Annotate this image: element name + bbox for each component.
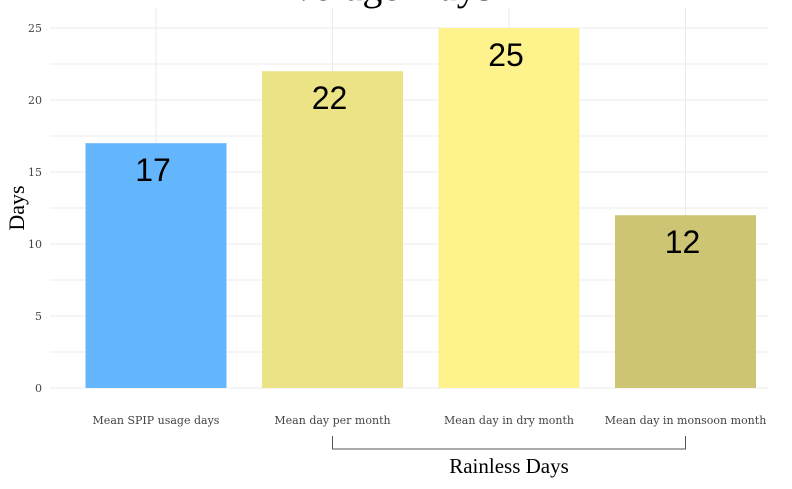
group-bracket [332, 436, 686, 450]
y-tick-label: 5 [35, 310, 42, 323]
data-labels: 17 22 25 12 [135, 37, 700, 260]
bar-value-label: 17 [135, 152, 171, 188]
bar [262, 71, 403, 388]
bar [85, 143, 227, 388]
x-tick-label: Mean SPIP usage days [93, 414, 220, 427]
y-axis-title: Days [4, 185, 29, 230]
bar-value-label: 12 [665, 224, 701, 260]
y-tick-label: 15 [28, 166, 42, 179]
y-tick-label: 0 [35, 382, 42, 395]
x-tick-label: Mean day in monsoon month [605, 414, 767, 427]
y-tick-label: 25 [28, 22, 42, 35]
group-label: Rainless Days [449, 454, 569, 478]
x-axis-ticks: Mean SPIP usage days Mean day per month Me… [93, 414, 767, 427]
bar [438, 28, 580, 388]
bars [85, 28, 756, 388]
x-tick-label: Mean day per month [274, 414, 390, 427]
y-axis-ticks: 0 5 10 15 20 25 [28, 22, 42, 395]
x-tick-label: Mean day in dry month [444, 414, 574, 427]
bar [615, 215, 756, 388]
chart-title: Average Days [268, 0, 493, 9]
bar-value-label: 25 [488, 37, 524, 73]
y-tick-label: 10 [28, 238, 42, 251]
y-tick-label: 20 [28, 94, 42, 107]
bar-value-label: 22 [312, 80, 348, 116]
